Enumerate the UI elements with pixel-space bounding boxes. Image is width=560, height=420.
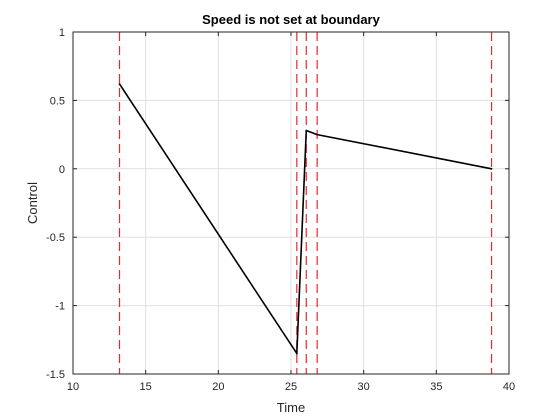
- x-tick-label: 40: [503, 381, 515, 393]
- y-tick-label: 1: [59, 27, 65, 39]
- y-axis-label: Control: [25, 182, 40, 224]
- boundary-lines: [118, 32, 493, 374]
- chart-title: Speed is not set at boundary: [202, 12, 380, 27]
- data-point: [118, 83, 121, 85]
- data-point: [305, 129, 308, 132]
- y-tick-label: -0.5: [46, 232, 65, 244]
- data-point: [295, 352, 298, 355]
- x-tick-label: 25: [285, 381, 297, 393]
- x-tick-label: 30: [358, 381, 370, 393]
- data-point: [490, 167, 493, 170]
- series-group: [118, 83, 493, 355]
- data-point: [316, 133, 319, 136]
- x-tick-label: 15: [140, 381, 152, 393]
- ticks: 10 15 20 25 30 35 40 -1.5 -1 -0.5 0 0.5 1: [46, 27, 515, 393]
- y-tick-label: 0: [59, 164, 65, 176]
- x-tick-label: 10: [67, 381, 79, 393]
- y-tick-label: 0.5: [50, 95, 65, 107]
- x-axis-label: Time: [277, 400, 305, 415]
- y-tick-label: -1: [55, 301, 65, 313]
- x-tick-label: 20: [212, 381, 224, 393]
- x-tick-label: 35: [430, 381, 442, 393]
- y-tick-label: -1.5: [46, 369, 65, 381]
